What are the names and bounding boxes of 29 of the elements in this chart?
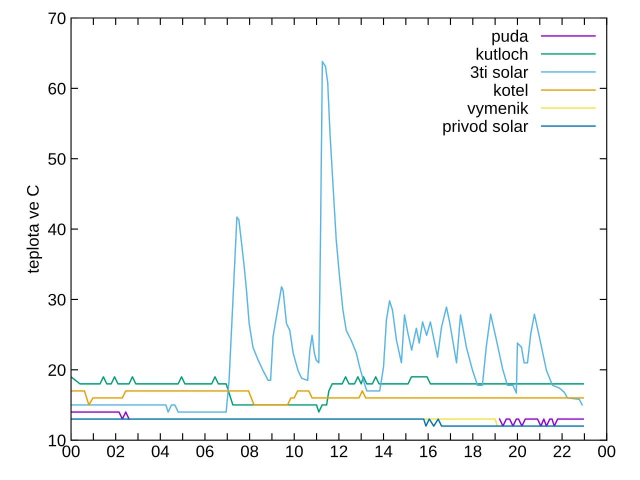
x-tick-label: 02 bbox=[107, 445, 124, 458]
line-series bbox=[71, 60, 583, 413]
x-tick-label: 18 bbox=[464, 445, 482, 458]
legend-label: kotel bbox=[494, 84, 528, 96]
y-axis-title: teplota ve C bbox=[26, 185, 42, 274]
x-tick-label: 08 bbox=[240, 445, 258, 458]
legend-label: puda bbox=[492, 30, 528, 46]
x-tick-label: 22 bbox=[554, 445, 571, 458]
y-tick-label: 50 bbox=[48, 153, 66, 165]
line-series bbox=[71, 376, 584, 413]
legend-label: vymenik bbox=[467, 102, 528, 118]
x-tick-label: 16 bbox=[420, 445, 437, 458]
x-tick-label: 10 bbox=[286, 445, 303, 458]
y-tick-label: 10 bbox=[48, 434, 66, 446]
legend-label: kutloch bbox=[476, 48, 528, 60]
x-tick-label: 00 bbox=[598, 445, 616, 458]
x-tick-label: 06 bbox=[196, 445, 214, 458]
y-tick-label: 30 bbox=[48, 294, 66, 306]
x-tick-label: 04 bbox=[152, 445, 170, 458]
x-tick-label: 14 bbox=[376, 446, 392, 458]
y-tick-label: 60 bbox=[48, 82, 66, 95]
y-tick-label: 70 bbox=[48, 12, 66, 24]
x-tick-label: 00 bbox=[62, 445, 80, 458]
y-tick-label: 20 bbox=[48, 364, 66, 376]
x-tick-label: 12 bbox=[330, 445, 348, 458]
y-tick-label: 40 bbox=[48, 223, 66, 236]
x-tick-label: 20 bbox=[509, 445, 526, 458]
legend-label: 3ti solar bbox=[470, 66, 528, 78]
legend-label: privod solar bbox=[443, 120, 528, 136]
